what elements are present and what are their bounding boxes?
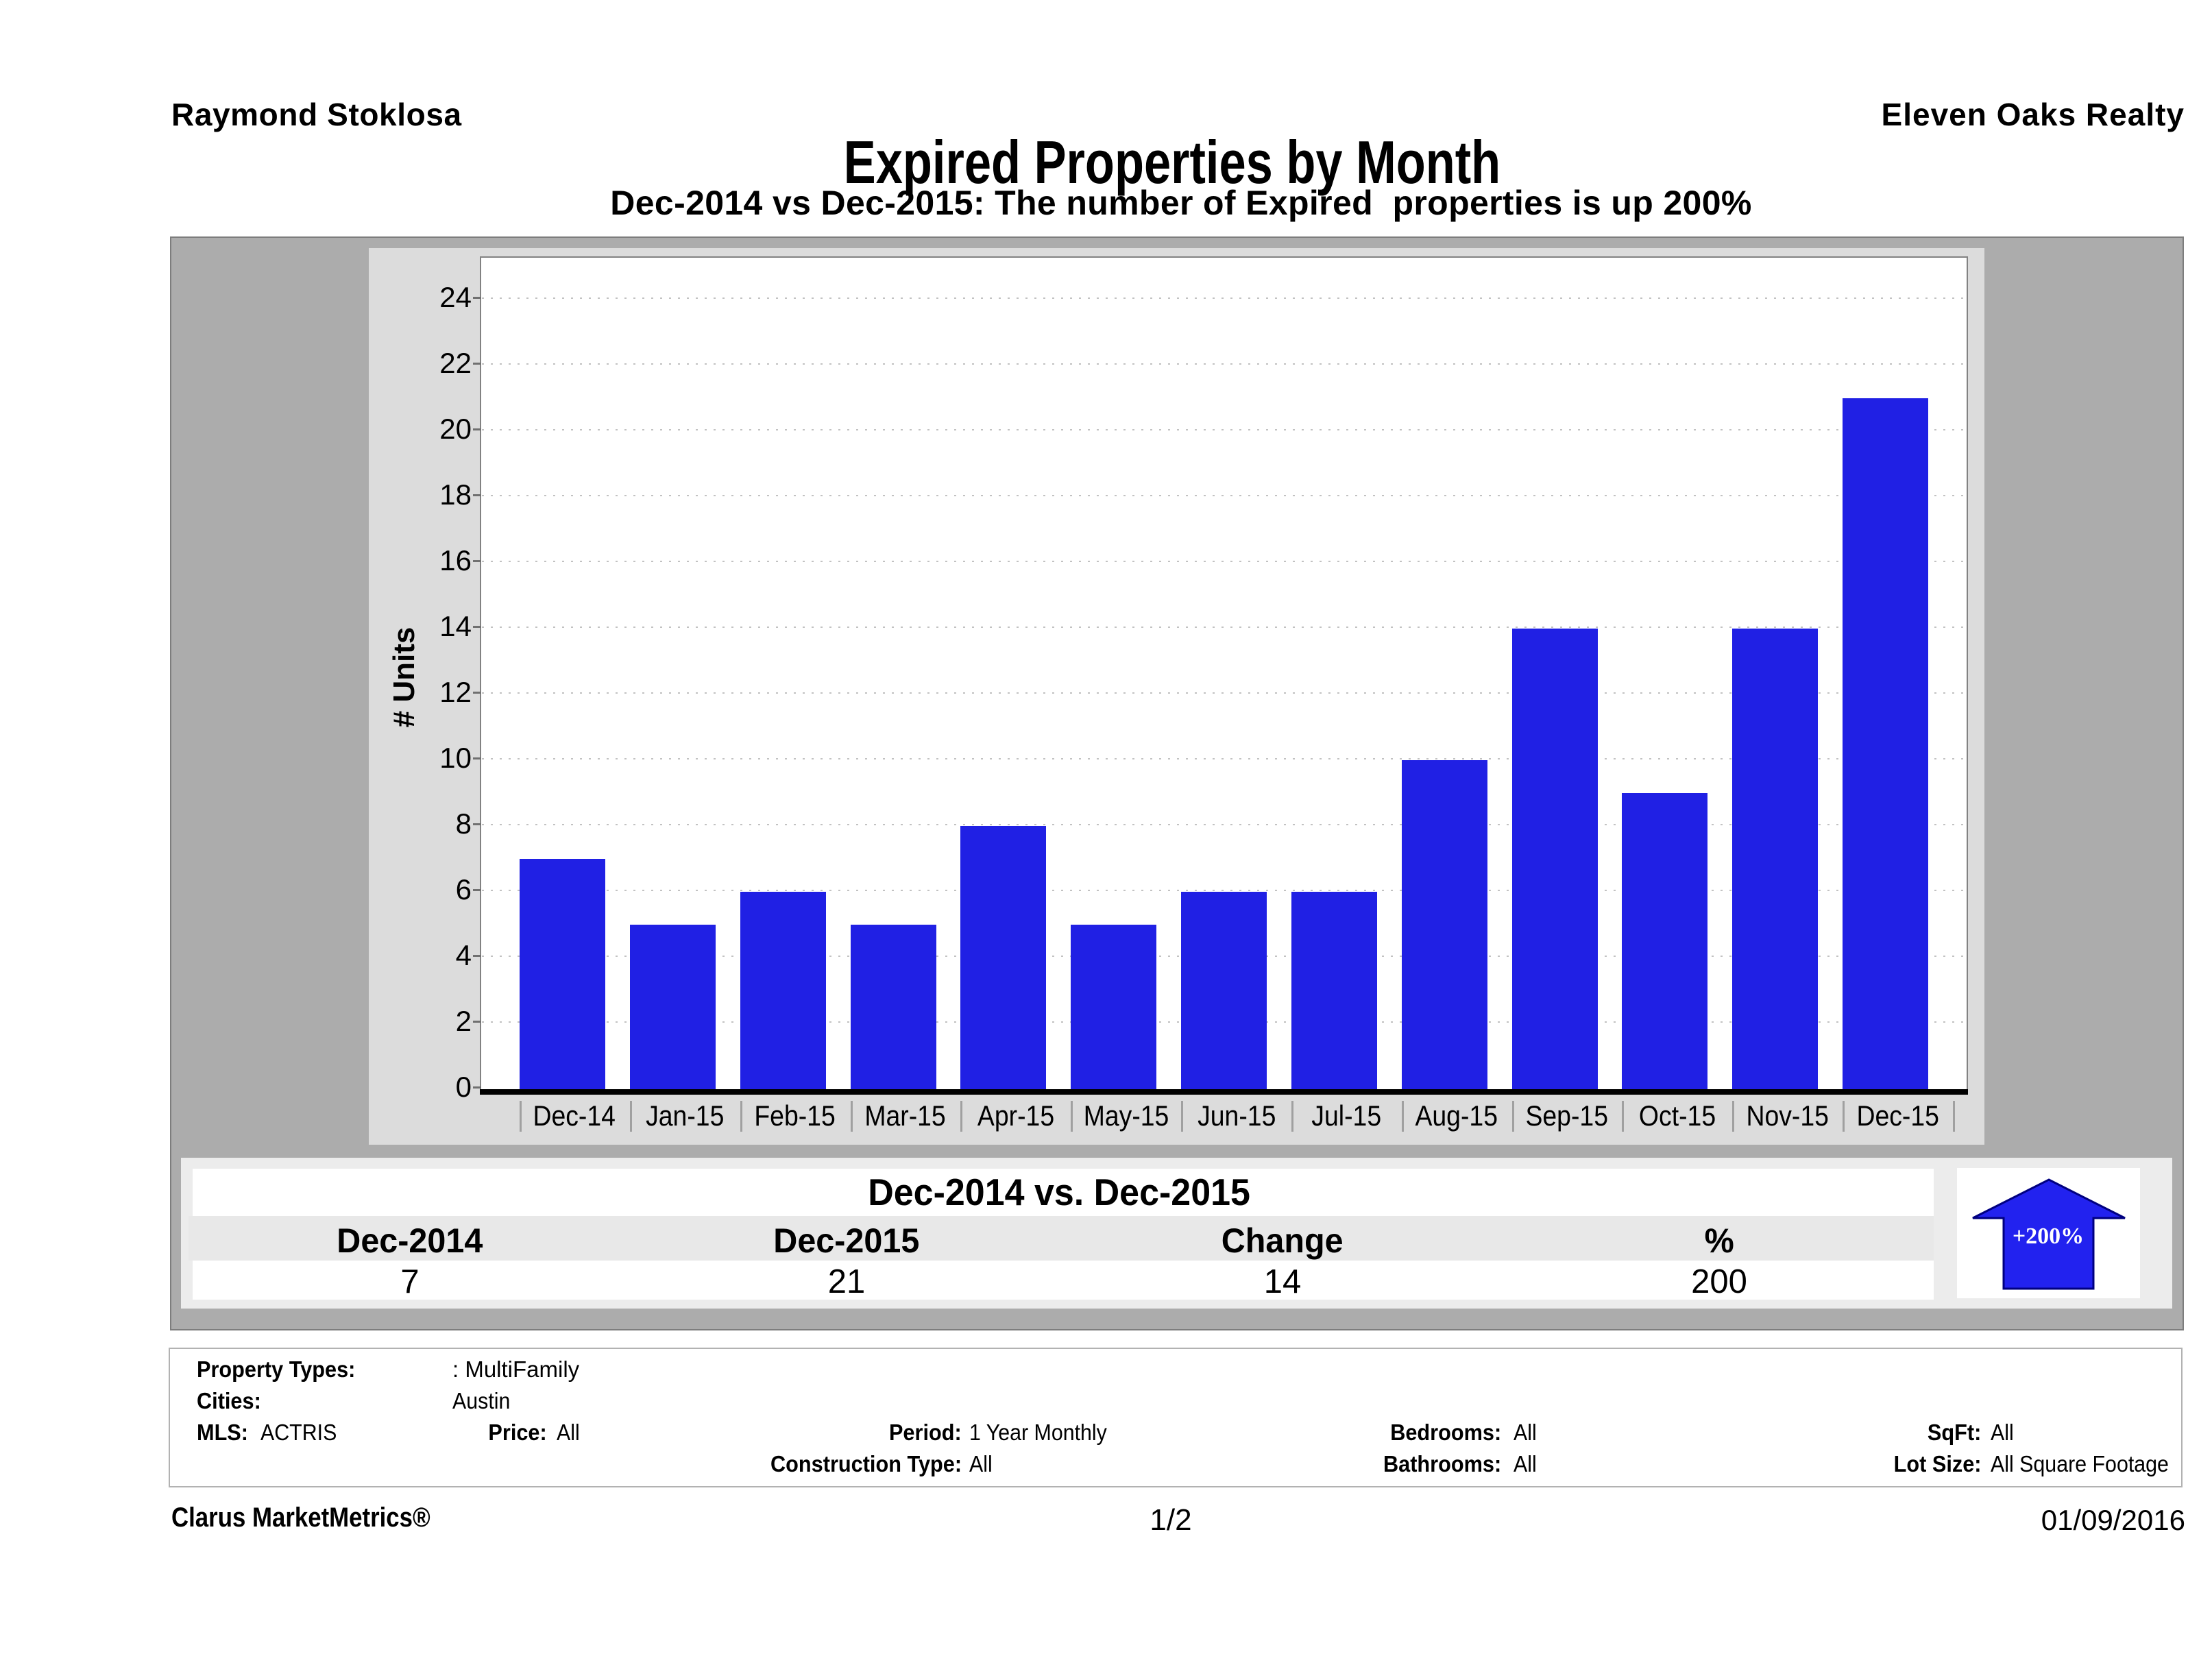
- svg-text:+200%: +200%: [2013, 1224, 2084, 1249]
